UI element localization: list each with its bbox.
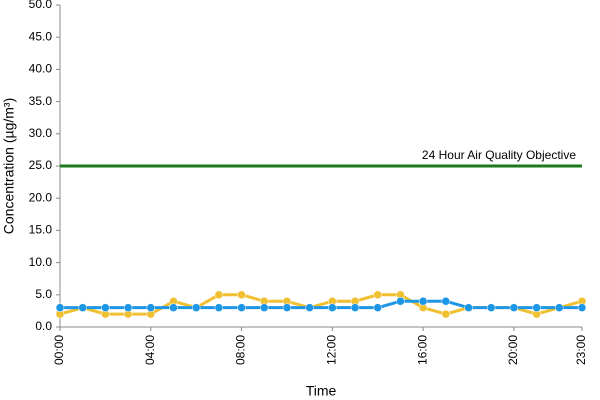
y-tick-label: 20.0 [29, 190, 53, 204]
point [441, 309, 451, 319]
point [237, 303, 246, 312]
y-tick-label: 35.0 [29, 94, 53, 108]
y-tick-label: 15.0 [29, 223, 53, 237]
x-tick-label: 23:00 [574, 335, 588, 365]
point [509, 303, 519, 312]
point [328, 303, 337, 312]
point [191, 303, 201, 312]
point [577, 303, 587, 312]
point [55, 303, 65, 312]
point [237, 290, 246, 300]
point [441, 296, 451, 306]
x-tick-label: 16:00 [415, 335, 429, 365]
point [146, 303, 156, 312]
point [486, 303, 496, 312]
y-tick-label: 10.0 [29, 255, 53, 269]
x-axis-title: Time [306, 383, 337, 399]
y-tick-label: 0.0 [35, 319, 52, 333]
point [418, 296, 428, 306]
point [555, 303, 564, 312]
point [373, 290, 382, 300]
y-axis-title: Concentration (µg/m³) [1, 98, 17, 234]
point [282, 303, 292, 312]
y-tick-label: 30.0 [29, 126, 53, 140]
point [532, 303, 541, 312]
point [214, 290, 224, 300]
y-tick-label: 45.0 [29, 29, 53, 43]
x-tick-label: 12:00 [325, 335, 339, 365]
y-tick-label: 5.0 [35, 287, 52, 301]
point [373, 303, 382, 312]
point [305, 303, 314, 312]
y-tick-label: 40.0 [29, 62, 53, 76]
point [78, 303, 87, 312]
x-tick-label: 04:00 [143, 335, 157, 365]
annotation: 24 Hour Air Quality Objective [422, 148, 576, 162]
point [396, 296, 405, 306]
point [214, 303, 224, 312]
y-tick-label: 50.0 [29, 0, 53, 11]
point [123, 303, 133, 312]
point [169, 303, 178, 312]
x-tick-label: 00:00 [52, 335, 66, 365]
x-tick-label: 20:00 [506, 335, 520, 365]
y-tick-label: 25.0 [29, 158, 53, 172]
point [101, 303, 110, 312]
series-line [59, 293, 583, 316]
point [350, 303, 360, 312]
point [260, 303, 269, 312]
x-tick-label: 08:00 [234, 335, 248, 365]
point [464, 303, 473, 312]
